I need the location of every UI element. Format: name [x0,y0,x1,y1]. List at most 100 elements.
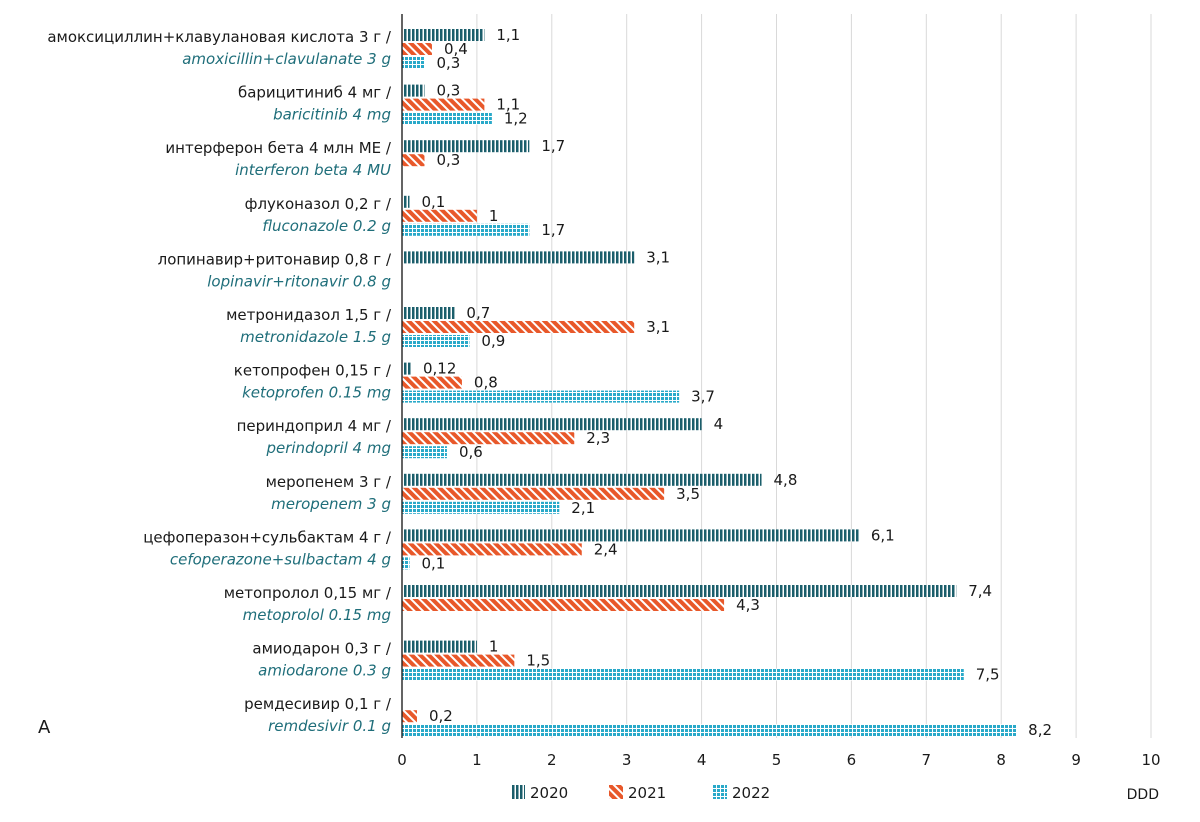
bar-2022 [402,724,1017,737]
bar-2021 [402,487,665,500]
data-label: 1,7 [541,221,565,239]
x-tick-label: 0 [397,751,407,769]
data-label: 2,4 [594,540,618,558]
category-label-en: metoprolol 0.15 mg [243,606,391,624]
category-label: лопинавир+ритонавир 0,8 г / [158,250,392,268]
category-label-en: metronidazole 1.5 g [240,328,391,346]
x-tick-label: 4 [697,751,707,769]
category-label: цефоперазон+сульбактам 4 г / [143,528,392,546]
bar-2020 [402,473,762,486]
data-label: 0,6 [459,443,483,461]
bar-2021 [402,98,485,111]
category-label: меропенем 3 г / [266,473,392,491]
bar-2022 [402,390,680,403]
data-label: 1 [489,638,499,656]
data-label: 0,1 [421,554,445,572]
data-label: 7,4 [968,582,992,600]
category-label-en: baricitinib 4 mg [273,106,391,124]
data-label: 0,3 [436,82,460,100]
data-label: 1,1 [496,26,520,44]
bar-2022 [402,557,410,570]
data-label: 6,1 [871,526,895,544]
bar-2020 [402,251,635,264]
data-label: 7,5 [976,666,1000,684]
legend-label: 2020 [530,784,568,802]
bar-2020 [402,29,485,41]
legend-swatch-2020 [511,785,525,799]
bar-2022 [402,223,530,236]
bar-2020 [402,140,530,153]
category-label-en: remdesivir 0.1 g [268,717,391,735]
legend-label: 2022 [732,784,770,802]
category-labels: амоксициллин+клавулановая кислота 3 г / a… [47,28,392,735]
bar-2021 [402,376,462,389]
data-label: 1 [489,207,499,225]
x-tick-label: 8 [996,751,1006,769]
bar-2020 [402,418,702,431]
bar-2021 [402,432,575,445]
gridlines [476,14,1152,738]
x-tick-label: 10 [1141,751,1160,769]
data-label: 1,2 [504,110,528,128]
category-label-en: lopinavir+ritonavir 0.8 g [207,272,391,290]
data-label: 3,1 [646,318,670,336]
bar-2021 [402,154,425,167]
legend-label: 2021 [628,784,666,802]
x-axis: 0 1 2 3 4 5 6 7 8 9 10 DDD [397,14,1161,803]
legend-swatch-2022 [713,785,727,799]
bar-2022 [402,57,425,69]
category-label: периндоприл 4 мг / [237,417,392,435]
category-label: кетопрофен 0,15 г / [234,362,392,380]
category-label: метопролол 0,15 мг / [224,584,392,602]
bar-2022 [402,112,492,125]
category-label: ремдесивир 0,1 г / [244,695,392,713]
bar-2021 [402,710,417,723]
data-label: 1,1 [496,96,520,114]
bar-2020 [402,307,455,319]
x-tick-label: 6 [847,751,857,769]
category-label: барицитиниб 4 мг / [238,84,392,102]
category-label-en: cefoperazone+sulbactam 4 g [170,550,391,568]
data-label: 0,8 [474,374,498,392]
bar-2021 [402,543,582,556]
category-label-en: fluconazole 0.2 g [262,217,391,235]
data-label: 1,7 [541,137,565,155]
bar-2020 [402,585,957,597]
x-tick-label: 1 [472,751,482,769]
bars [402,29,1017,737]
bar-2020 [402,529,859,542]
bar-2022 [402,501,560,514]
x-tick-label: 2 [547,751,557,769]
category-label: флуконазол 0,2 г / [245,195,392,213]
category-label: амиодарон 0,3 г / [252,640,392,658]
data-label: 2,3 [586,429,610,447]
data-label: 3,7 [691,388,715,406]
data-label: 1,5 [526,652,550,670]
bar-2020 [402,84,425,97]
x-tick-label: 3 [622,751,632,769]
legend: 2020 2021 2022 [511,784,770,802]
bar-2020 [402,640,477,653]
category-label-en: interferon beta 4 MU [235,161,391,179]
data-label: 3,5 [676,485,700,503]
bar-2022 [402,335,470,347]
category-label-en: amiodarone 0.3 g [258,662,391,680]
data-label: 0,2 [429,707,453,725]
data-label: 2,1 [571,499,595,517]
data-label: 8,2 [1028,721,1052,739]
category-label: метронидазол 1,5 г / [226,306,392,324]
legend-swatch-2021 [609,785,623,799]
panel-label: A [38,717,51,738]
bar-2021 [402,599,725,611]
value-labels: 1,10,40,30,31,11,21,70,30,111,73,10,73,1… [421,26,1052,739]
category-label-en: perindopril 4 mg [265,439,391,457]
category-label-en: ketoprofen 0.15 mg [242,384,391,402]
data-label: 0,12 [423,360,456,378]
data-label: 0,4 [444,40,468,58]
data-label: 0,1 [421,193,445,211]
x-axis-unit: DDD [1127,787,1159,803]
bar-2021 [402,209,477,222]
x-tick-label: 5 [772,751,782,769]
bar-2020 [402,362,411,375]
